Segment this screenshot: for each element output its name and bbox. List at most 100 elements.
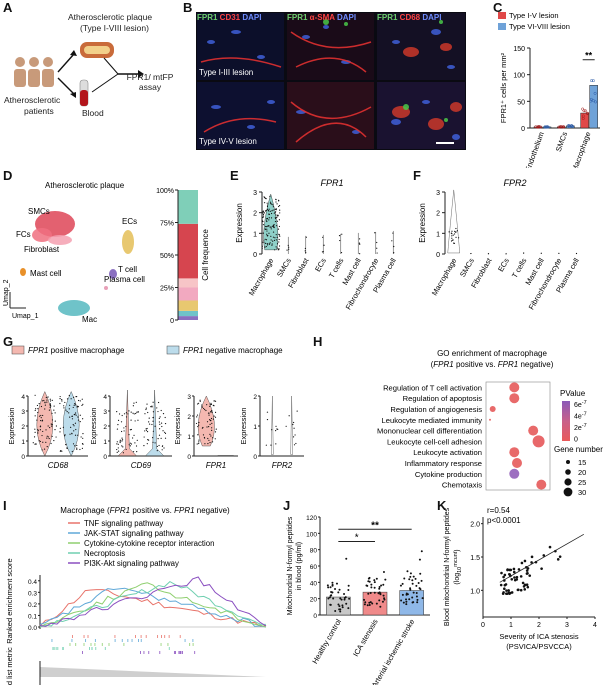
violin-point [271,243,273,245]
violin-point [448,231,450,233]
c-point [581,107,585,111]
violin-point [323,244,325,246]
c-ytick-label: 100 [513,73,525,80]
d-label: FCs [16,230,31,239]
g-point [132,451,135,453]
b-row2-label: Type IV-V lesion [199,137,257,146]
h-size-dot [564,478,572,486]
g-point [211,422,213,424]
g-point [51,399,53,401]
d-cluster-fc [32,228,52,242]
g-point [118,413,121,415]
j-point [347,607,350,610]
violin-point [273,224,275,226]
violin-point [288,248,290,250]
j-point [371,602,374,605]
a-patients: Atherosclerotic [4,95,61,105]
g-point [161,425,163,428]
g-point [121,439,124,441]
violin-point [266,242,268,245]
g-point [151,423,153,426]
j-ytick-label: 120 [306,515,317,522]
k-point [510,577,514,581]
g-point [197,425,199,428]
g-point [161,449,163,451]
violin-point [270,203,272,205]
violin-point [278,238,280,241]
g-point [213,400,215,402]
g-point [76,444,78,447]
g-point [293,444,296,446]
g-gene-label: CD68 [48,461,69,470]
j-point [373,579,376,582]
c-bar [589,85,598,129]
d-ytick-label: 100% [156,188,174,195]
k-point [512,567,516,571]
c-point [567,124,571,128]
g-point [198,421,200,424]
g-point [77,419,80,421]
g-point [34,415,36,417]
g-point [271,429,273,431]
g-point [73,414,75,416]
g-point [73,425,75,427]
g-point [116,428,119,430]
panel-h-dotplot: GO enrichment of macrophage (FPR1 positiv… [377,349,603,497]
c-ytick-label: 150 [513,46,525,53]
g-ytick-label: 3 [187,394,191,401]
j-point [338,588,341,591]
violin-point [265,220,268,222]
g-point [204,443,206,445]
d-cluster-mac [58,300,90,316]
g-point [292,436,295,438]
d-stack-segment [178,300,198,311]
g-point [79,448,81,451]
violin-point [279,209,281,211]
g-point [294,434,296,436]
g-point [288,415,290,417]
violin-point [262,213,265,216]
g-legend-label: FPR1 negative macrophage [183,346,283,355]
g-point [209,441,211,444]
c-point [558,125,562,129]
g-ytick-label: 2 [187,414,191,421]
g-point [270,444,272,446]
g-point [128,410,130,412]
h-term-label: Mononuclear cell differentiation [377,427,482,436]
d-cluster-mast [20,268,26,276]
violin-point [273,239,276,242]
g-point [40,419,42,422]
g-point [37,432,39,434]
g-point [208,412,210,414]
violin-xtick-label: ECs [313,256,328,273]
g-point [129,429,131,431]
j-point [401,593,404,596]
g-point [130,428,132,431]
k-point [519,588,523,592]
violin-point [487,253,490,255]
g-point [74,422,77,424]
j-ylabel-1: Mitochondrial N-formyl peptides [287,516,294,615]
j-point [347,584,350,587]
g-point [125,425,127,428]
c-legend-swatch [498,12,506,19]
i-legend-label: TNF signaling pathway [84,519,163,528]
g-point [61,400,63,402]
a-plaque-sub: (Type I-VIII lesion) [80,23,149,33]
violin-point [391,240,393,242]
violin-point [279,235,281,237]
g-point [207,443,209,445]
g-point [68,404,71,406]
g-point [45,429,47,431]
violin-point [457,237,460,239]
g-point [34,394,36,396]
g-point [147,411,149,414]
g-violin [36,391,53,457]
g-point [47,425,49,427]
violin-point [451,237,453,239]
violin-point [271,225,273,227]
j-point [341,606,344,609]
h-term-label: Cytokine production [415,470,482,479]
violin-shape [447,189,460,254]
g-point [213,415,215,417]
